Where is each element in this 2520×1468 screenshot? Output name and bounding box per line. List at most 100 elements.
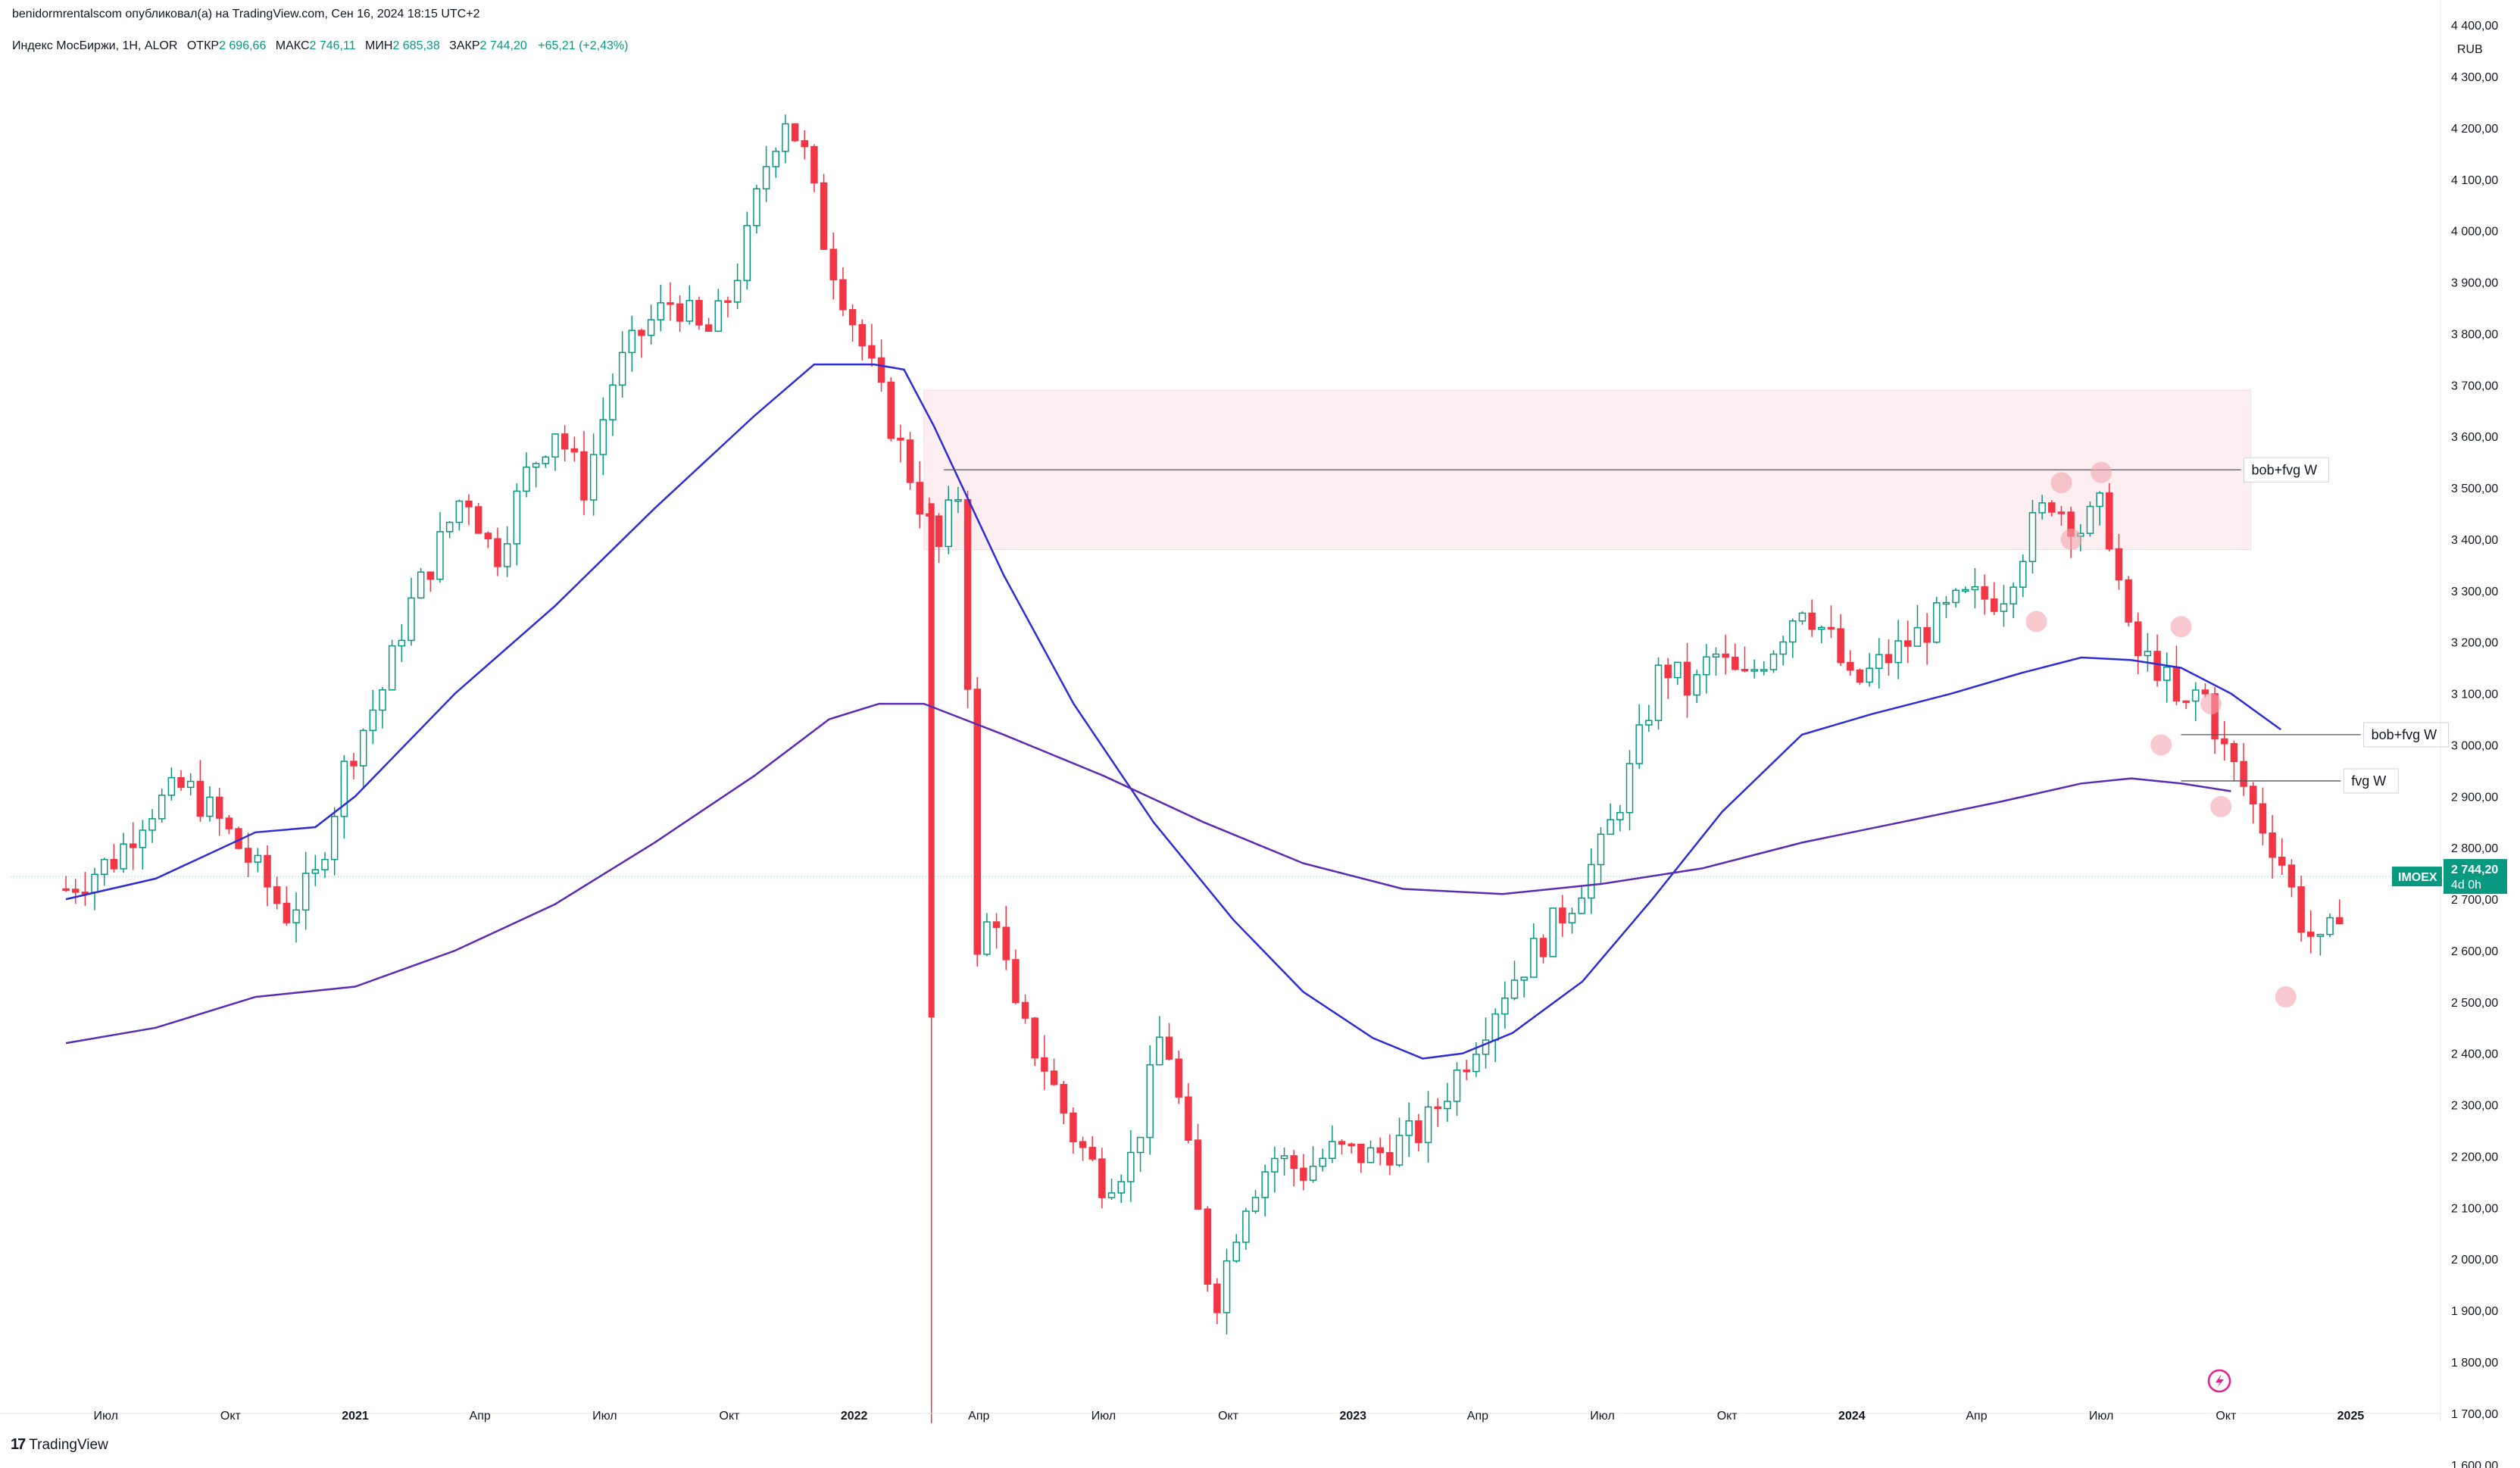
candle-body xyxy=(1703,656,1710,676)
tradingview-logo: 17 TradingView xyxy=(11,1436,108,1454)
open-label: ОТКР xyxy=(186,39,220,52)
candle-body xyxy=(1712,653,1720,657)
candle-body xyxy=(2269,832,2276,858)
price-tick-label: 2 000,00 xyxy=(2451,1254,2498,1267)
candle-body xyxy=(1750,669,1758,672)
price-tick-label: 3 400,00 xyxy=(2451,534,2498,547)
candle-body xyxy=(1079,1141,1087,1148)
price-tick-label: 1 600,00 xyxy=(2451,1460,2498,1468)
candle-body xyxy=(963,498,972,690)
price-tick-label: 2 700,00 xyxy=(2451,894,2498,907)
candle-body xyxy=(129,843,137,848)
candle-body xyxy=(1539,938,1547,957)
last-price-badge: IMOEX 2 744,20 4d 0h xyxy=(2392,859,2507,895)
candle-body xyxy=(954,498,962,502)
candle-body xyxy=(733,280,742,303)
time-tick-label: Окт xyxy=(1717,1410,1738,1423)
candle-body xyxy=(542,456,550,464)
moving-average-2 xyxy=(65,702,2231,1045)
candle-body xyxy=(1366,1147,1375,1163)
time-axis: Июл Окт 2021 Апр Июл Окт 2022 Апр Июл Окт 2023 Апр И… xyxy=(0,1410,2440,1423)
lightning-icon[interactable] xyxy=(2207,1369,2231,1393)
candle-body xyxy=(1021,1001,1029,1019)
candle-body xyxy=(379,689,386,711)
candle-body xyxy=(714,300,723,333)
candle-body xyxy=(1798,612,1806,622)
price-tick-label: 4 000,00 xyxy=(2451,226,2498,239)
highlight-marker xyxy=(2050,472,2072,494)
highlight-marker xyxy=(2275,986,2297,1008)
candle-body xyxy=(1616,811,1624,820)
candle-body xyxy=(2057,511,2066,514)
highlight-marker xyxy=(2200,693,2222,715)
candle-body xyxy=(1185,1096,1192,1141)
currency-label[interactable]: RUB xyxy=(2457,43,2483,56)
candle-body xyxy=(2134,621,2142,657)
candle-body xyxy=(916,482,924,515)
candle-body xyxy=(2307,931,2315,937)
candle-body xyxy=(2000,603,2008,612)
candle-body xyxy=(762,166,770,190)
candle-body xyxy=(2316,933,2325,937)
candle-body xyxy=(1741,668,1749,672)
candle-body xyxy=(2172,667,2181,702)
candle-body xyxy=(110,858,118,870)
candle-body xyxy=(292,909,300,923)
candle-body xyxy=(2201,689,2209,695)
candle-body xyxy=(436,531,444,580)
close-value: 2 744,20 xyxy=(479,39,527,52)
candle-body xyxy=(1962,589,1969,592)
candle-body xyxy=(1818,626,1825,630)
candle-body xyxy=(1607,819,1614,836)
candle-body xyxy=(676,303,684,322)
candle-body xyxy=(992,921,1001,928)
candle-body xyxy=(1654,664,1663,721)
candle-body xyxy=(167,776,176,796)
candle-body xyxy=(2096,492,2103,508)
candle-body xyxy=(196,780,205,817)
candle-body xyxy=(657,302,665,320)
candle-body xyxy=(91,873,98,893)
candle-body xyxy=(1674,661,1682,679)
close-label: ЗАКР xyxy=(449,39,480,52)
publisher-line: benidormrentalscom опубликовал(а) на Tra… xyxy=(12,8,480,20)
time-tick-label: Апр xyxy=(470,1410,491,1423)
candle-body xyxy=(2144,651,2152,657)
time-tick-label: Июл xyxy=(592,1410,617,1423)
candle-body xyxy=(1847,661,1854,671)
candle-body xyxy=(264,854,271,888)
time-tick-label: 2024 xyxy=(1838,1410,1866,1423)
candle-body xyxy=(753,188,760,226)
badge-countdown: 4d 0h xyxy=(2451,879,2481,892)
highlight-marker xyxy=(2210,795,2232,817)
candle-body xyxy=(1357,1143,1365,1163)
candle-body xyxy=(148,818,156,831)
candle-body xyxy=(1942,601,1950,605)
candle-body xyxy=(2048,502,2056,513)
candle-body xyxy=(685,299,694,322)
price-tick-label: 3 300,00 xyxy=(2451,586,2498,598)
candle-body xyxy=(589,454,598,501)
time-tick-label: Окт xyxy=(720,1410,741,1423)
candle-body xyxy=(81,892,89,895)
candle-body xyxy=(1760,669,1768,672)
candle-body xyxy=(1635,724,1643,764)
candle-body xyxy=(1568,913,1576,923)
candle-body xyxy=(1204,1208,1211,1285)
candle-body xyxy=(935,515,943,548)
candle-body xyxy=(455,500,464,523)
time-tick-label: Апр xyxy=(1966,1410,1987,1423)
open-value: 2 696,66 xyxy=(219,39,267,52)
level-label-box xyxy=(2343,768,2399,794)
price-tick-label: 4 400,00 xyxy=(2451,20,2498,33)
symbol-name[interactable]: Индекс МосБиржи, 1Н, ALOR xyxy=(12,39,178,52)
candle-body xyxy=(1520,976,1528,981)
candle-body xyxy=(301,873,310,911)
candle-body xyxy=(1923,626,1931,643)
candle-body xyxy=(2221,738,2228,745)
candle-body xyxy=(1933,602,1941,643)
candle-body xyxy=(551,433,559,458)
candle-body xyxy=(523,466,530,492)
time-tick-label: Июл xyxy=(93,1410,117,1423)
